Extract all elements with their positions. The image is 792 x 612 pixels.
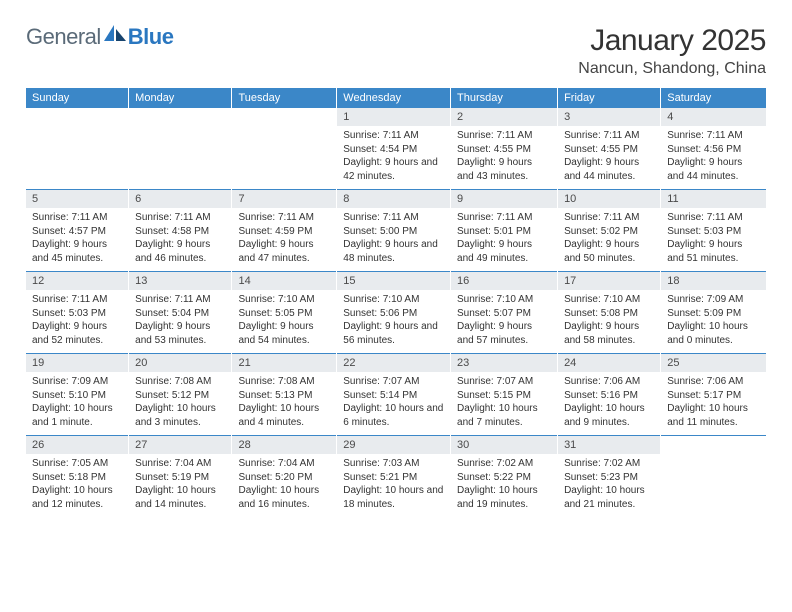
dayname-saturday: Saturday [661, 88, 766, 108]
day-info-cell: Sunrise: 7:09 AMSunset: 5:10 PMDaylight:… [26, 372, 129, 436]
day-number-cell: 28 [232, 436, 337, 455]
location-subtitle: Nancun, Shandong, China [578, 60, 766, 78]
day-number-cell: 10 [558, 190, 661, 209]
calendar-page: General Blue January 2025 Nancun, Shando… [0, 0, 792, 517]
day-number-cell: 3 [558, 108, 661, 126]
day-info-cell: Sunrise: 7:07 AMSunset: 5:14 PMDaylight:… [337, 372, 451, 436]
logo-text-blue: Blue [128, 24, 174, 50]
dayname-thursday: Thursday [451, 88, 558, 108]
logo-sail-icon [104, 25, 126, 41]
day-number-cell: 7 [232, 190, 337, 209]
day-info-cell [661, 454, 766, 517]
day-number-cell: 1 [337, 108, 451, 126]
page-header: General Blue January 2025 Nancun, Shando… [26, 24, 766, 78]
day-info-row: Sunrise: 7:11 AMSunset: 5:03 PMDaylight:… [26, 290, 766, 354]
title-block: January 2025 Nancun, Shandong, China [578, 24, 766, 78]
day-number-cell: 16 [451, 272, 558, 291]
day-info-row: Sunrise: 7:09 AMSunset: 5:10 PMDaylight:… [26, 372, 766, 436]
day-number-cell: 24 [558, 354, 661, 373]
day-number-cell: 15 [337, 272, 451, 291]
day-info-cell: Sunrise: 7:11 AMSunset: 4:55 PMDaylight:… [558, 126, 661, 190]
day-number-cell: 4 [661, 108, 766, 126]
day-number-cell: 25 [661, 354, 766, 373]
day-info-cell [129, 126, 232, 190]
day-info-cell: Sunrise: 7:10 AMSunset: 5:05 PMDaylight:… [232, 290, 337, 354]
day-info-cell: Sunrise: 7:11 AMSunset: 4:55 PMDaylight:… [451, 126, 558, 190]
month-title: January 2025 [578, 24, 766, 58]
day-number-cell: 22 [337, 354, 451, 373]
day-info-cell: Sunrise: 7:10 AMSunset: 5:06 PMDaylight:… [337, 290, 451, 354]
daynum-row: 567891011 [26, 190, 766, 209]
dayname-header-row: Sunday Monday Tuesday Wednesday Thursday… [26, 88, 766, 108]
daynum-row: 19202122232425 [26, 354, 766, 373]
dayname-wednesday: Wednesday [337, 88, 451, 108]
day-info-cell: Sunrise: 7:09 AMSunset: 5:09 PMDaylight:… [661, 290, 766, 354]
day-info-cell: Sunrise: 7:11 AMSunset: 5:01 PMDaylight:… [451, 208, 558, 272]
day-info-cell: Sunrise: 7:11 AMSunset: 5:04 PMDaylight:… [129, 290, 232, 354]
day-info-cell: Sunrise: 7:11 AMSunset: 4:59 PMDaylight:… [232, 208, 337, 272]
day-number-cell: 17 [558, 272, 661, 291]
day-info-cell: Sunrise: 7:06 AMSunset: 5:17 PMDaylight:… [661, 372, 766, 436]
dayname-tuesday: Tuesday [232, 88, 337, 108]
day-info-cell: Sunrise: 7:11 AMSunset: 5:00 PMDaylight:… [337, 208, 451, 272]
day-number-cell [26, 108, 129, 126]
day-info-row: Sunrise: 7:05 AMSunset: 5:18 PMDaylight:… [26, 454, 766, 517]
day-info-cell: Sunrise: 7:07 AMSunset: 5:15 PMDaylight:… [451, 372, 558, 436]
day-info-cell: Sunrise: 7:06 AMSunset: 5:16 PMDaylight:… [558, 372, 661, 436]
day-number-cell: 13 [129, 272, 232, 291]
day-number-cell [661, 436, 766, 455]
day-info-cell: Sunrise: 7:11 AMSunset: 4:56 PMDaylight:… [661, 126, 766, 190]
dayname-sunday: Sunday [26, 88, 129, 108]
day-info-cell: Sunrise: 7:11 AMSunset: 5:02 PMDaylight:… [558, 208, 661, 272]
day-number-cell: 11 [661, 190, 766, 209]
day-info-cell [26, 126, 129, 190]
day-number-cell: 20 [129, 354, 232, 373]
day-info-cell: Sunrise: 7:04 AMSunset: 5:19 PMDaylight:… [129, 454, 232, 517]
day-info-cell: Sunrise: 7:10 AMSunset: 5:08 PMDaylight:… [558, 290, 661, 354]
day-number-cell: 30 [451, 436, 558, 455]
day-number-cell [129, 108, 232, 126]
day-number-cell: 12 [26, 272, 129, 291]
logo: General Blue [26, 24, 173, 50]
calendar-table: Sunday Monday Tuesday Wednesday Thursday… [26, 88, 766, 517]
day-info-cell [232, 126, 337, 190]
day-number-cell: 31 [558, 436, 661, 455]
day-info-cell: Sunrise: 7:03 AMSunset: 5:21 PMDaylight:… [337, 454, 451, 517]
daynum-row: 1234 [26, 108, 766, 126]
day-info-cell: Sunrise: 7:02 AMSunset: 5:23 PMDaylight:… [558, 454, 661, 517]
dayname-monday: Monday [129, 88, 232, 108]
day-info-row: Sunrise: 7:11 AMSunset: 4:54 PMDaylight:… [26, 126, 766, 190]
day-info-cell: Sunrise: 7:11 AMSunset: 4:58 PMDaylight:… [129, 208, 232, 272]
day-number-cell: 26 [26, 436, 129, 455]
day-number-cell: 18 [661, 272, 766, 291]
day-number-cell: 5 [26, 190, 129, 209]
day-number-cell: 14 [232, 272, 337, 291]
day-number-cell: 27 [129, 436, 232, 455]
day-info-cell: Sunrise: 7:11 AMSunset: 4:57 PMDaylight:… [26, 208, 129, 272]
day-number-cell: 8 [337, 190, 451, 209]
day-number-cell: 19 [26, 354, 129, 373]
day-info-cell: Sunrise: 7:02 AMSunset: 5:22 PMDaylight:… [451, 454, 558, 517]
day-number-cell: 29 [337, 436, 451, 455]
day-info-cell: Sunrise: 7:04 AMSunset: 5:20 PMDaylight:… [232, 454, 337, 517]
day-info-cell: Sunrise: 7:05 AMSunset: 5:18 PMDaylight:… [26, 454, 129, 517]
day-info-cell: Sunrise: 7:11 AMSunset: 5:03 PMDaylight:… [26, 290, 129, 354]
day-number-cell: 21 [232, 354, 337, 373]
day-number-cell [232, 108, 337, 126]
dayname-friday: Friday [558, 88, 661, 108]
day-info-cell: Sunrise: 7:08 AMSunset: 5:12 PMDaylight:… [129, 372, 232, 436]
day-number-cell: 23 [451, 354, 558, 373]
day-info-cell: Sunrise: 7:11 AMSunset: 4:54 PMDaylight:… [337, 126, 451, 190]
day-number-cell: 2 [451, 108, 558, 126]
daynum-row: 12131415161718 [26, 272, 766, 291]
day-info-cell: Sunrise: 7:11 AMSunset: 5:03 PMDaylight:… [661, 208, 766, 272]
logo-text-general: General [26, 24, 101, 50]
day-number-cell: 9 [451, 190, 558, 209]
day-info-cell: Sunrise: 7:08 AMSunset: 5:13 PMDaylight:… [232, 372, 337, 436]
day-info-cell: Sunrise: 7:10 AMSunset: 5:07 PMDaylight:… [451, 290, 558, 354]
day-info-row: Sunrise: 7:11 AMSunset: 4:57 PMDaylight:… [26, 208, 766, 272]
day-number-cell: 6 [129, 190, 232, 209]
daynum-row: 262728293031 [26, 436, 766, 455]
